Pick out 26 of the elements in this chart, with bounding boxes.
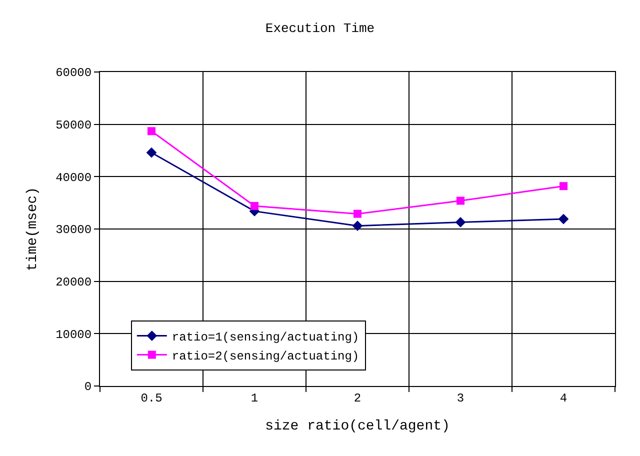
- x-tick-label: 2: [354, 391, 362, 406]
- point: [455, 217, 466, 228]
- y-tick-label: 30000: [56, 223, 92, 238]
- x-tick-label: 0.5: [140, 391, 162, 406]
- point: [560, 182, 568, 190]
- point: [146, 147, 157, 158]
- y-tick-label: 0: [84, 380, 92, 394]
- point: [558, 214, 569, 224]
- x-axis-title: size ratio(cell/agent): [265, 418, 450, 435]
- y-tick-label: 40000: [56, 170, 92, 185]
- legend-label: ratio=2(sensing/actuating): [172, 349, 360, 364]
- point: [456, 196, 464, 205]
- legend-label: ratio=1(sensing/actuating): [172, 330, 360, 344]
- point: [250, 202, 258, 210]
- y-tick-label: 10000: [56, 328, 92, 342]
- y-axis-title: time(msec): [25, 186, 42, 272]
- y-tick-label: 60000: [56, 66, 92, 80]
- x-tick-label: 4: [560, 391, 568, 406]
- point: [352, 220, 363, 232]
- x-tick-label: 3: [456, 391, 464, 406]
- y-tick-label: 50000: [56, 118, 92, 133]
- point: [354, 210, 362, 218]
- y-tick-label: 20000: [56, 276, 92, 290]
- x-tick-label: 1: [250, 391, 258, 406]
- chart-title: Execution Time: [265, 20, 375, 36]
- point: [148, 127, 156, 136]
